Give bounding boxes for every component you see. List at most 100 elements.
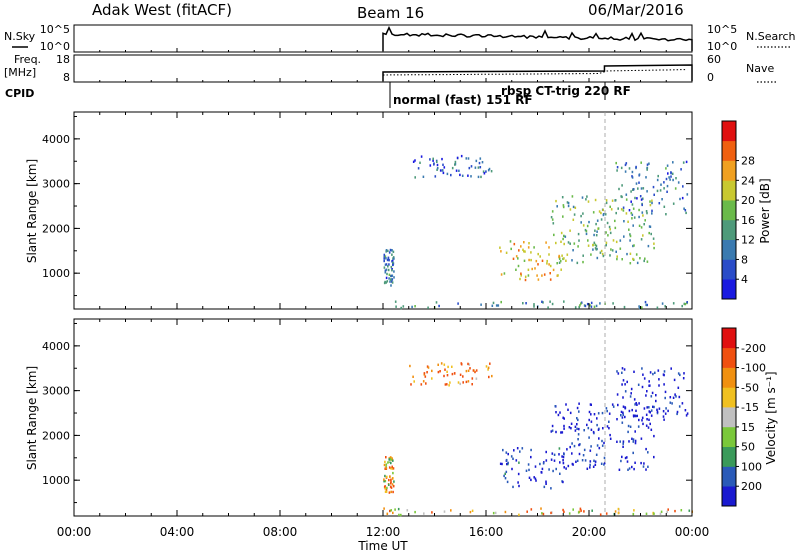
power-cell	[515, 255, 518, 258]
power-cell	[391, 269, 393, 272]
power-cell	[549, 278, 552, 281]
power-cell	[580, 301, 583, 304]
velocity-cell	[563, 453, 565, 456]
power-cell	[658, 202, 661, 205]
cpid-mode-rbsp: rbsp CT-trig 220 RF	[501, 84, 631, 98]
velocity-cell	[443, 363, 446, 366]
power-cell	[394, 300, 397, 303]
velocity-cell	[575, 460, 577, 463]
power-cell	[615, 250, 617, 253]
power-cell	[474, 166, 477, 169]
power-cell	[390, 274, 393, 278]
power-cell	[622, 206, 625, 209]
power-cell	[617, 207, 619, 210]
power-cell	[443, 166, 446, 169]
velocity-cell	[535, 479, 537, 482]
power-cell	[574, 206, 577, 209]
power-cell	[393, 257, 395, 260]
velocity-cell	[557, 413, 560, 417]
power-cell	[602, 254, 605, 258]
power-cell	[541, 274, 543, 277]
power-cell	[624, 170, 627, 173]
power-cell	[600, 211, 602, 215]
velocity-cell	[512, 485, 514, 489]
velocity-cell	[647, 426, 650, 429]
velocity-cell	[646, 390, 648, 393]
velocity-cell	[530, 455, 532, 459]
power-cell	[461, 174, 464, 177]
power-cell	[628, 228, 630, 231]
nsearch-tick-bottom: 10^0	[707, 40, 737, 53]
power-cell	[635, 165, 637, 169]
velocity-cell	[579, 507, 582, 510]
velocity-cell	[570, 422, 573, 425]
velocity-cell	[390, 467, 392, 470]
velocity-cell	[621, 367, 624, 370]
power-cell	[537, 278, 540, 281]
power-cell	[571, 259, 573, 262]
power-cell	[566, 253, 569, 256]
velocity-cell	[487, 368, 489, 371]
power-cell	[651, 201, 653, 205]
velocity-cell	[632, 440, 635, 443]
velocity-cell	[560, 431, 562, 434]
velocity-cell	[658, 407, 661, 410]
power-cell	[395, 305, 397, 308]
velocity-cell	[634, 430, 636, 433]
power-cell	[647, 244, 650, 248]
power-cell	[664, 305, 666, 308]
power-cell	[631, 213, 634, 216]
velocity-cell	[568, 512, 571, 515]
power-cell	[546, 259, 548, 263]
velocity-cell	[603, 463, 605, 466]
power-cell	[562, 215, 564, 218]
power-cell	[629, 233, 631, 236]
power-cell	[578, 239, 580, 242]
power-cell	[559, 260, 562, 263]
velocity-cell	[634, 461, 636, 464]
velocity-cell	[628, 409, 631, 413]
velocity-cell	[574, 429, 577, 432]
velocity-cell	[653, 434, 655, 438]
power-cell	[548, 246, 550, 249]
velocity-cell	[648, 380, 650, 383]
power-cell	[629, 234, 632, 238]
x-tick-label: 04:00	[160, 525, 195, 539]
x-tick-label: 12:00	[366, 525, 401, 539]
power-cell	[393, 270, 395, 273]
velocity-cell	[559, 472, 561, 475]
velocity-cell	[504, 472, 506, 475]
velocity-cell	[660, 510, 663, 513]
nsearch-label: N.Search	[746, 30, 796, 43]
power-cell	[556, 205, 558, 208]
velocity-cell	[674, 509, 676, 513]
power-cell	[541, 259, 544, 262]
power-cell	[577, 232, 580, 236]
power-cell	[644, 300, 647, 304]
power-cell	[384, 263, 387, 266]
power-cell	[616, 257, 618, 261]
power-cell	[548, 253, 550, 256]
velocity-cell	[384, 487, 387, 490]
colorbar-tick-label: -15	[741, 401, 759, 414]
power-cell	[635, 253, 638, 256]
velocity-cell	[655, 399, 657, 403]
velocity-cell	[636, 414, 638, 418]
cpid-mode-normal: normal (fast) 151 RF	[393, 93, 533, 107]
power-cell	[607, 234, 609, 237]
velocity-cell	[652, 372, 654, 376]
power-cell	[530, 258, 532, 262]
power-cell	[388, 251, 391, 254]
velocity-cell	[589, 460, 592, 463]
power-cell	[580, 221, 582, 224]
velocity-cell	[392, 485, 395, 488]
velocity-cell	[656, 411, 659, 415]
power-cell	[609, 231, 612, 235]
power-cell	[632, 224, 634, 227]
power-cell	[480, 303, 482, 306]
velocity-cell	[622, 440, 625, 443]
velocity-cell	[545, 482, 547, 485]
power-cell	[609, 228, 611, 231]
velocity-cell	[530, 508, 533, 511]
velocity-cell	[527, 463, 530, 466]
